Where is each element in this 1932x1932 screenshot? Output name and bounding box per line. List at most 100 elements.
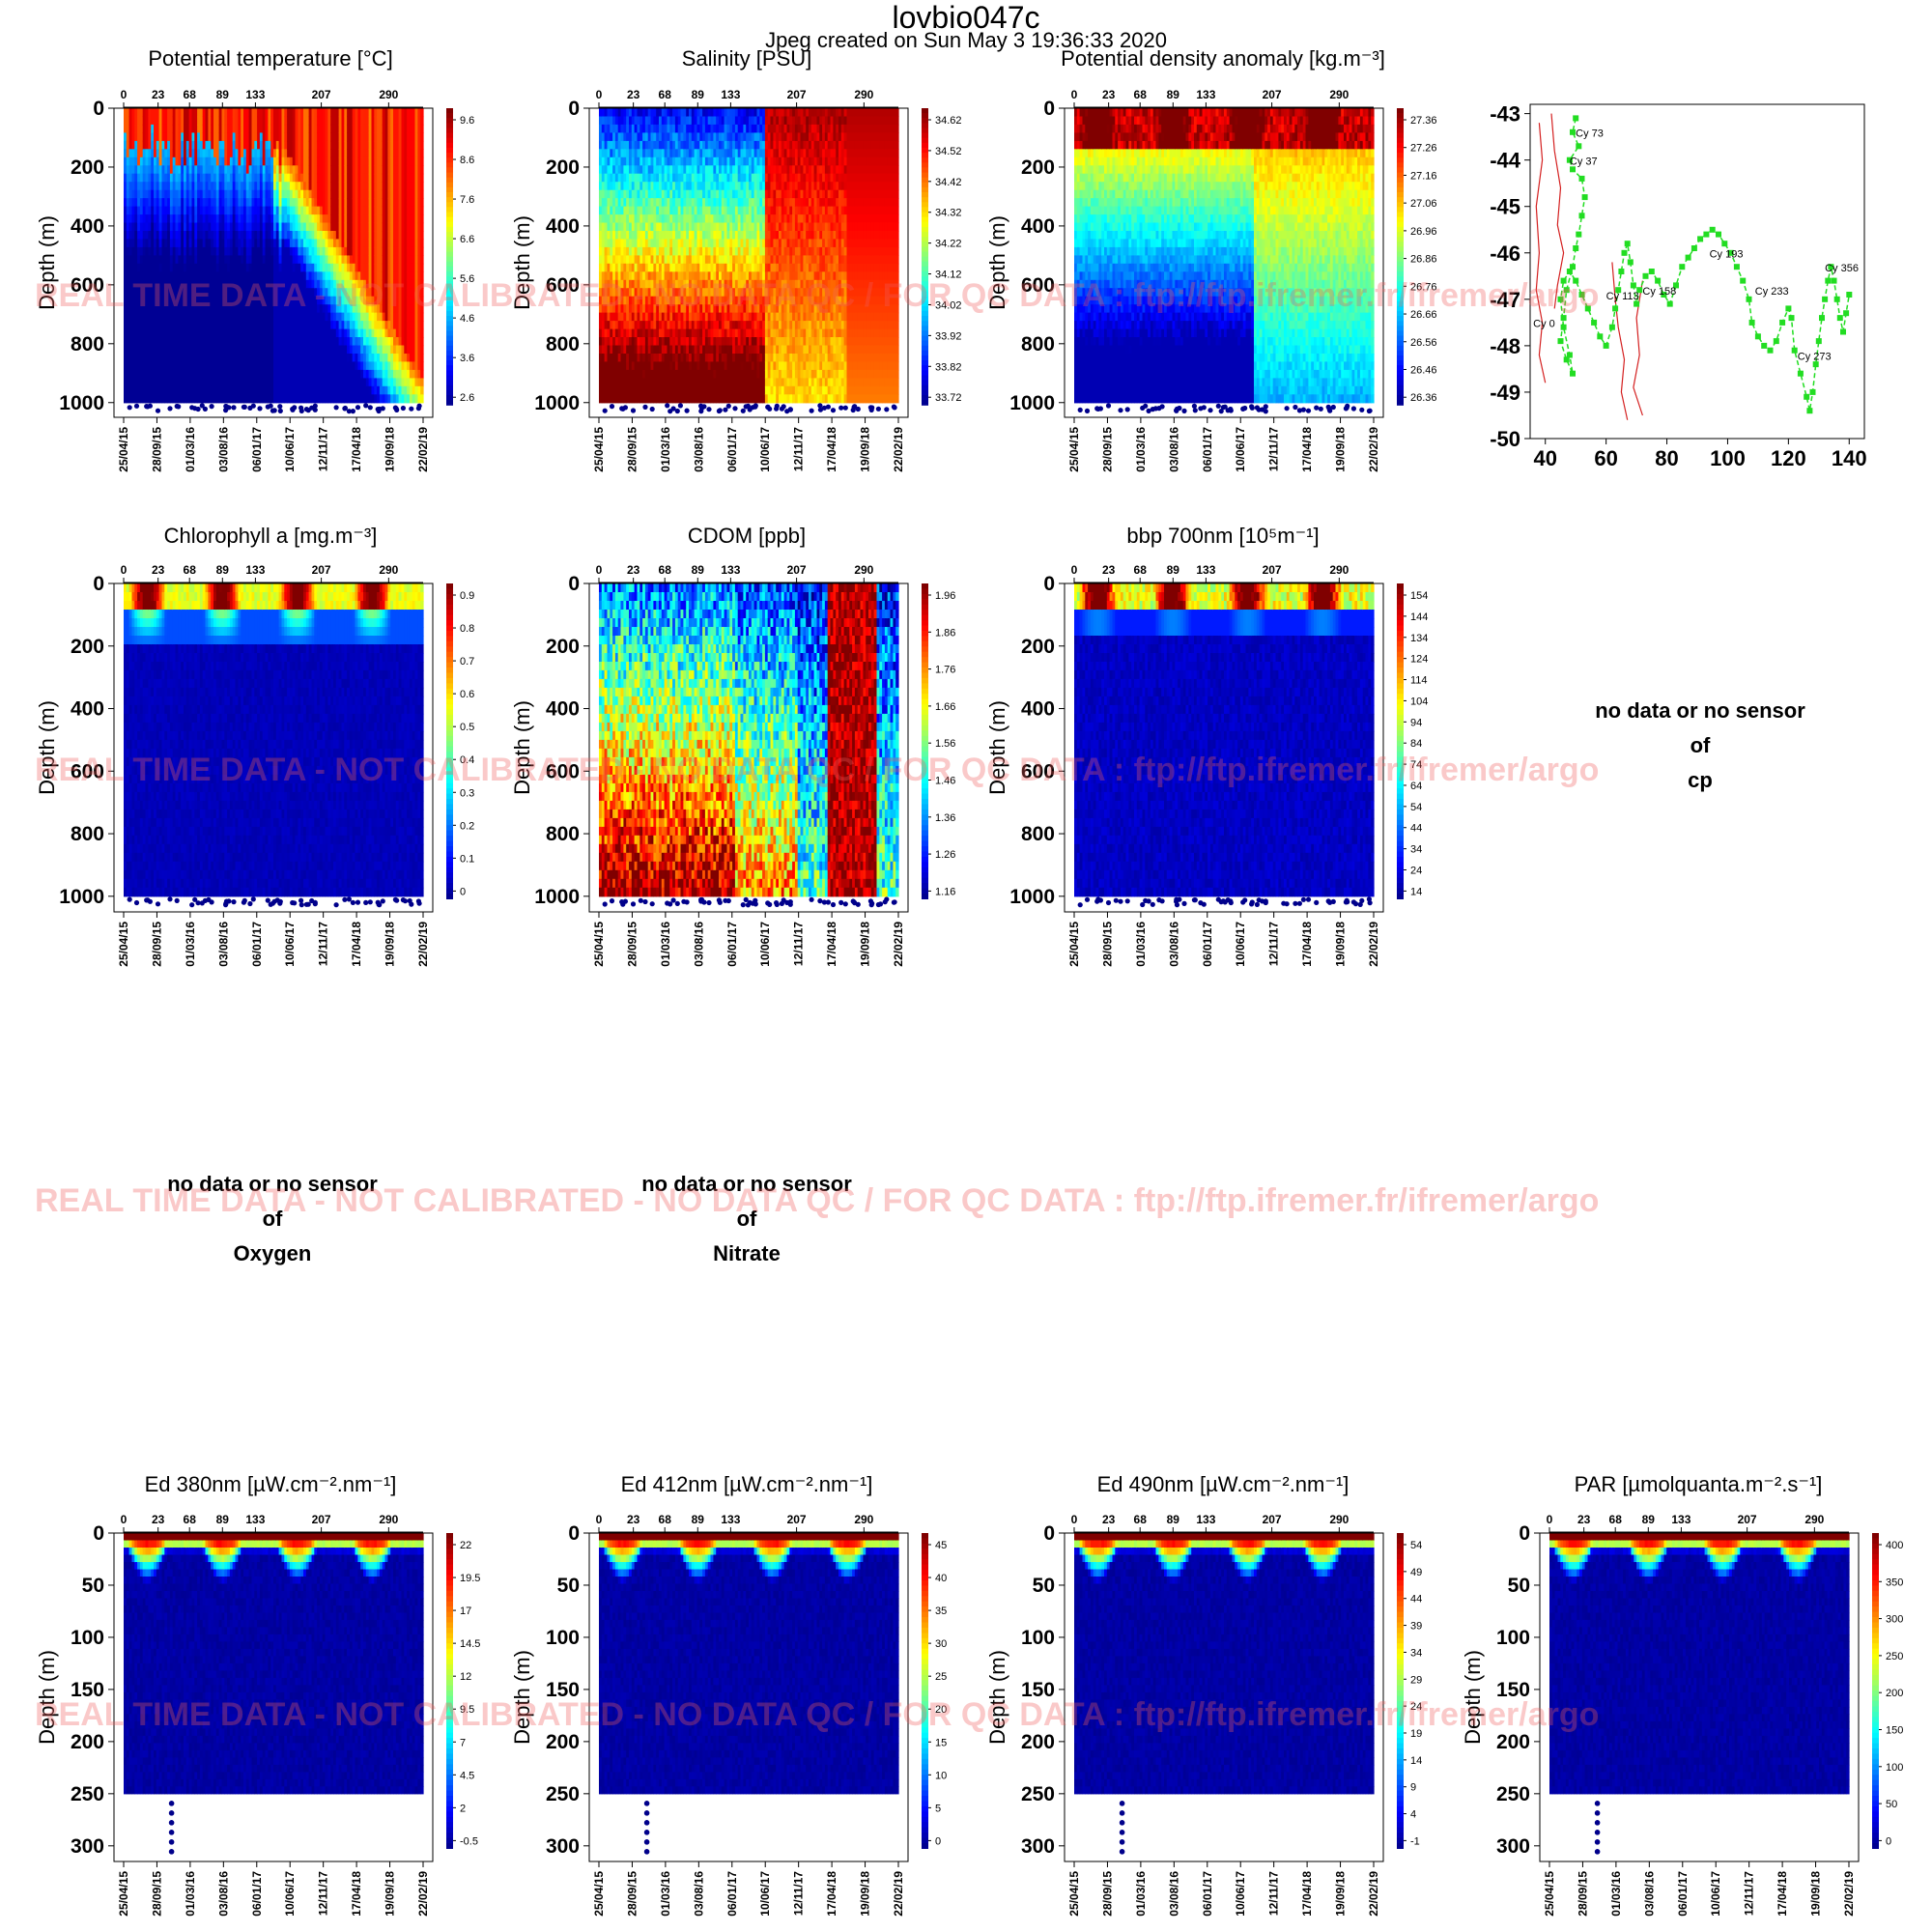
heat-cell: [159, 165, 162, 174]
heat-cell: [189, 132, 192, 141]
heat-cell: [129, 132, 132, 141]
heat-cell: [129, 255, 132, 264]
heat-cell: [176, 214, 179, 223]
heat-cell: [176, 329, 179, 338]
heat-cell: [129, 271, 132, 280]
heat-cell: [176, 386, 179, 395]
heat-cell: [176, 198, 179, 207]
heat-cell: [159, 313, 162, 322]
heat-cell: [189, 165, 192, 174]
heat-cell: [176, 354, 179, 362]
heat-cell: [146, 165, 149, 174]
heat-cell: [129, 198, 132, 207]
heat-cell: [129, 239, 132, 247]
heat-cell: [189, 141, 192, 150]
heat-cell: [159, 288, 162, 297]
heat-cell: [146, 214, 149, 223]
heat-cell: [159, 386, 162, 395]
heat-cell: [146, 313, 149, 322]
heat-cell: [159, 125, 162, 133]
heat-cell: [176, 378, 179, 386]
heat-cell: [159, 108, 162, 117]
heat-cell: [146, 354, 149, 362]
heat-cell: [146, 125, 149, 133]
heat-cell: [176, 165, 179, 174]
heat-cell: [146, 394, 149, 403]
heat-cell: [159, 321, 162, 329]
heat-cell: [189, 157, 192, 166]
heat-cell: [189, 247, 192, 256]
heat-cell: [146, 117, 149, 126]
heat-cell: [189, 223, 192, 232]
heat-cell: [146, 337, 149, 346]
heat-cell: [176, 125, 179, 133]
heat-cell: [189, 149, 192, 157]
heat-cell: [189, 354, 192, 362]
heat-cell: [189, 117, 192, 126]
heat-cell: [129, 247, 132, 256]
heat-cell: [146, 141, 149, 150]
heat-cell: [176, 231, 179, 240]
heat-cell: [159, 280, 162, 289]
heat-cell: [176, 149, 179, 157]
heat-cell: [159, 247, 162, 256]
heat-cell: [146, 182, 149, 190]
heat-cell: [146, 329, 149, 338]
heat-cell: [159, 198, 162, 207]
heat-cell: [189, 125, 192, 133]
heat-cell: [146, 264, 149, 272]
heat-cell: [129, 313, 132, 322]
heat-cell: [189, 255, 192, 264]
heat-cell: [129, 141, 132, 150]
heat-cell: [176, 394, 179, 403]
heat-cell: [176, 361, 179, 370]
heat-cell: [176, 207, 179, 215]
heat-cell: [146, 288, 149, 297]
heat-cell: [189, 378, 192, 386]
heat-cell: [176, 346, 179, 355]
heat-cell: [159, 264, 162, 272]
heat-cell: [189, 329, 192, 338]
heat-cell: [129, 223, 132, 232]
heat-cell: [189, 313, 192, 322]
heat-cell: [146, 370, 149, 379]
heat-cell: [146, 321, 149, 329]
heat-cell: [129, 174, 132, 183]
heat-cell: [189, 361, 192, 370]
heat-cell: [146, 346, 149, 355]
heat-cell: [176, 255, 179, 264]
heat-cell: [129, 337, 132, 346]
heat-cell: [189, 207, 192, 215]
heat-cell: [146, 132, 149, 141]
heat-cell: [176, 313, 179, 322]
heat-cell: [189, 386, 192, 395]
heat-cell: [176, 247, 179, 256]
heat-cell: [146, 378, 149, 386]
heat-cell: [189, 182, 192, 190]
heat-cell: [176, 321, 179, 329]
heat-cell: [159, 223, 162, 232]
heat-cell: [129, 354, 132, 362]
heat-cell: [129, 361, 132, 370]
heat-cell: [146, 280, 149, 289]
heat-cell: [129, 125, 132, 133]
heat-cell: [146, 386, 149, 395]
heat-cell: [146, 247, 149, 256]
heat-cell: [129, 346, 132, 355]
heat-cell: [146, 231, 149, 240]
heat-cell: [189, 337, 192, 346]
heat-cell: [189, 297, 192, 305]
heat-cell: [146, 198, 149, 207]
heat-cell: [146, 207, 149, 215]
heat-cell: [129, 304, 132, 313]
heat-cell: [159, 174, 162, 183]
heat-cell: [176, 304, 179, 313]
heat-cell: [189, 264, 192, 272]
heat-cell: [159, 207, 162, 215]
heat-cell: [176, 132, 179, 141]
heat-cell: [129, 297, 132, 305]
heat-cell: [129, 231, 132, 240]
heat-cell: [189, 280, 192, 289]
heat-cell: [176, 271, 179, 280]
